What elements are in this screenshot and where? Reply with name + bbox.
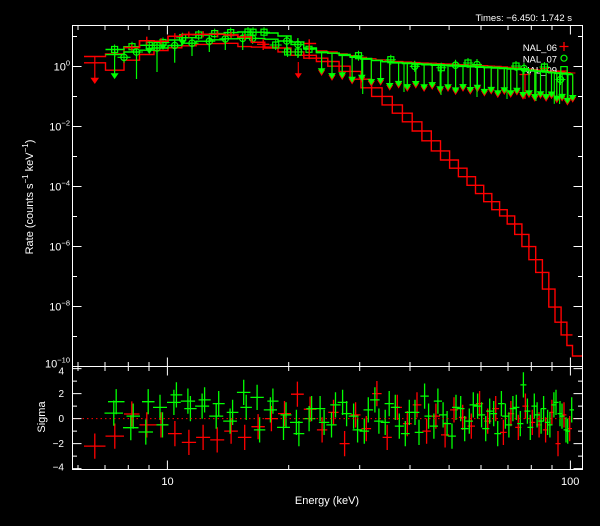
svg-text:100: 100 [561, 476, 579, 488]
svg-text:NAL_07: NAL_07 [523, 54, 557, 65]
svg-text:NAL_06: NAL_06 [523, 43, 557, 54]
svg-text:0: 0 [58, 414, 64, 425]
svg-text:4: 4 [58, 367, 64, 378]
svg-text:Energy (keV): Energy (keV) [295, 495, 359, 507]
svg-text:Sigma: Sigma [36, 401, 48, 433]
svg-text:−4: −4 [53, 463, 65, 474]
svg-text:Times: −6.450: 1.742 s: Times: −6.450: 1.742 s [475, 13, 572, 24]
svg-text:Rate (counts s−1 keV−1): Rate (counts s−1 keV−1) [21, 140, 36, 255]
svg-text:10: 10 [161, 476, 173, 488]
svg-text:2: 2 [58, 389, 64, 400]
svg-text:−2: −2 [53, 439, 65, 450]
